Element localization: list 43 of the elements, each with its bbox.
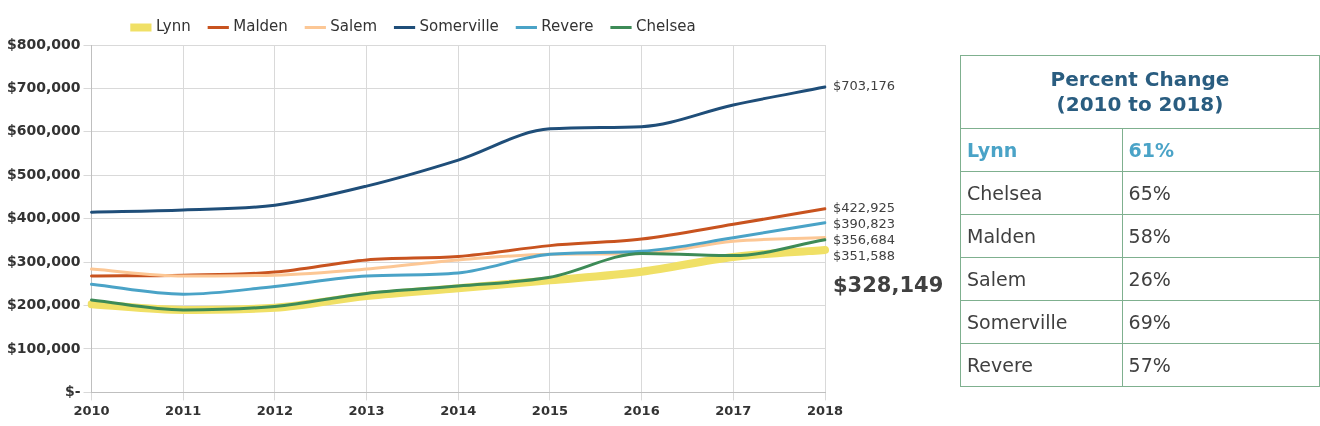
text: 65% bbox=[1128, 182, 1171, 204]
y-tick-label: $- bbox=[64, 383, 81, 400]
category-label: Lynn bbox=[960, 128, 1123, 172]
category-label: Malden bbox=[960, 214, 1123, 258]
y-tick-label: $100,000 bbox=[6, 339, 81, 356]
x-tick-label: 2013 bbox=[348, 402, 385, 418]
category-label: Chelsea bbox=[960, 171, 1123, 215]
x-tick-label: 2016 bbox=[623, 402, 660, 418]
y-tick-label: $300,000 bbox=[6, 252, 81, 269]
x-tick-label: 2010 bbox=[73, 402, 110, 418]
x-tick-label: 2017 bbox=[715, 402, 752, 418]
x-tick-label: 2012 bbox=[256, 402, 293, 418]
text: 26% bbox=[1128, 268, 1171, 290]
x-tick-label: 2014 bbox=[440, 402, 477, 418]
text: 69% bbox=[1128, 311, 1171, 333]
data-label: $356,684 bbox=[833, 232, 896, 248]
text: 57% bbox=[1128, 354, 1171, 376]
category-label: Salem bbox=[960, 257, 1123, 301]
y-tick-label: $700,000 bbox=[6, 79, 81, 96]
category-label: Somerville bbox=[960, 300, 1123, 344]
data-label: $328,149 bbox=[833, 273, 944, 298]
y-tick-label: $800,000 bbox=[6, 35, 81, 52]
y-tick-label: $600,000 bbox=[6, 122, 81, 139]
data-label: $703,176 bbox=[833, 78, 896, 94]
text: Percent Change (2010 to 2018) bbox=[1049, 67, 1231, 117]
y-tick-label: $200,000 bbox=[6, 296, 81, 313]
legend-label: Lynn bbox=[155, 17, 191, 36]
x-tick-label: 2015 bbox=[531, 402, 569, 418]
x-tick-label: 2011 bbox=[165, 402, 202, 418]
data-label: $390,823 bbox=[833, 216, 896, 232]
category-label: Revere bbox=[960, 343, 1123, 387]
legend-label: Malden bbox=[233, 17, 288, 36]
legend-label: Revere bbox=[541, 17, 594, 36]
y-tick-label: $400,000 bbox=[6, 209, 81, 226]
data-label: $422,925 bbox=[833, 200, 896, 216]
legend-label: Salem bbox=[330, 17, 378, 36]
data-label: $351,588 bbox=[833, 248, 896, 264]
legend-label: Somerville bbox=[419, 17, 499, 36]
text: 58% bbox=[1128, 225, 1171, 247]
y-tick-label: $500,000 bbox=[6, 165, 81, 182]
text: 61% bbox=[1128, 139, 1175, 161]
x-tick-label: 2018 bbox=[806, 402, 844, 418]
legend-label: Chelsea bbox=[636, 17, 696, 36]
